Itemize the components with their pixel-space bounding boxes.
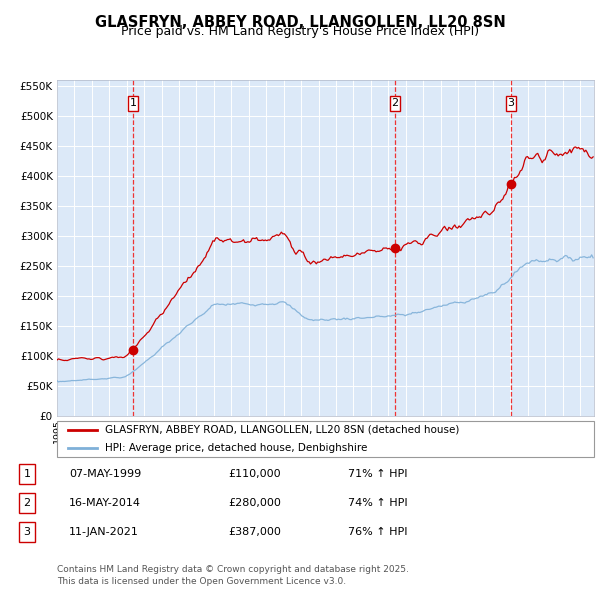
- FancyBboxPatch shape: [390, 96, 400, 111]
- Text: 3: 3: [508, 98, 514, 108]
- Text: £387,000: £387,000: [228, 527, 281, 536]
- Text: £280,000: £280,000: [228, 498, 281, 507]
- Text: Contains HM Land Registry data © Crown copyright and database right 2025.
This d: Contains HM Land Registry data © Crown c…: [57, 565, 409, 586]
- Text: GLASFRYN, ABBEY ROAD, LLANGOLLEN, LL20 8SN: GLASFRYN, ABBEY ROAD, LLANGOLLEN, LL20 8…: [95, 15, 505, 30]
- Text: 1: 1: [130, 98, 137, 108]
- Text: 74% ↑ HPI: 74% ↑ HPI: [348, 498, 407, 507]
- Text: £110,000: £110,000: [228, 469, 281, 478]
- Text: GLASFRYN, ABBEY ROAD, LLANGOLLEN, LL20 8SN (detached house): GLASFRYN, ABBEY ROAD, LLANGOLLEN, LL20 8…: [106, 425, 460, 435]
- FancyBboxPatch shape: [506, 96, 515, 111]
- FancyBboxPatch shape: [128, 96, 138, 111]
- Text: 2: 2: [23, 498, 31, 507]
- Text: 2: 2: [391, 98, 398, 108]
- Text: 1: 1: [23, 469, 31, 478]
- Text: 71% ↑ HPI: 71% ↑ HPI: [348, 469, 407, 478]
- Text: 07-MAY-1999: 07-MAY-1999: [69, 469, 141, 478]
- Text: HPI: Average price, detached house, Denbighshire: HPI: Average price, detached house, Denb…: [106, 443, 368, 453]
- Text: 76% ↑ HPI: 76% ↑ HPI: [348, 527, 407, 536]
- Text: 3: 3: [23, 527, 31, 536]
- Text: 11-JAN-2021: 11-JAN-2021: [69, 527, 139, 536]
- Text: 16-MAY-2014: 16-MAY-2014: [69, 498, 141, 507]
- Text: Price paid vs. HM Land Registry's House Price Index (HPI): Price paid vs. HM Land Registry's House …: [121, 25, 479, 38]
